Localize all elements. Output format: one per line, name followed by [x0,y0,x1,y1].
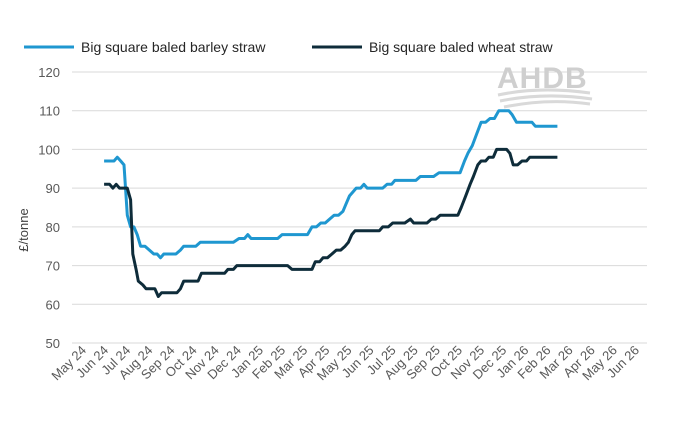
series-line-barley [104,109,558,260]
legend-label: Big square baled barley straw [81,39,266,55]
y-tick-label: 50 [46,336,60,351]
y-tick-label: 70 [46,259,60,274]
y-tick-label: 80 [46,220,60,235]
y-tick-label: 120 [38,65,60,80]
series [104,109,558,298]
y-axis-title: £/tonne [16,208,31,251]
y-tick-label: 110 [39,104,60,119]
y-tick-label: 100 [38,142,60,157]
legend-label: Big square baled wheat straw [369,39,554,55]
series-line-wheat [104,147,558,298]
y-tick-label: 60 [46,297,60,312]
ahdb-logo: AHDB [497,62,593,109]
legend: Big square baled barley straw Big square … [24,39,554,55]
gridlines [72,71,647,344]
y-tick-label: 90 [46,181,60,196]
